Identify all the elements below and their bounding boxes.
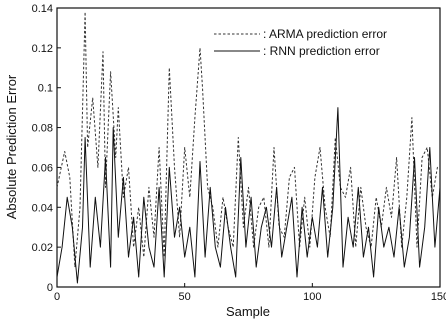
x-tick-label: 0: [54, 291, 60, 303]
x-tick-label: 100: [303, 291, 321, 303]
y-tick-label: 0.1: [38, 83, 53, 95]
x-tick-label: 50: [179, 291, 191, 303]
arma-error-line: [56, 11, 440, 268]
legend-label-arma: : ARMA prediction error: [263, 27, 387, 41]
legend: : ARMA prediction error : RNN prediction…: [214, 27, 387, 58]
y-tick-label: 0.06: [32, 162, 53, 174]
x-axis-title: Sample: [226, 304, 270, 319]
series-layer: [56, 11, 441, 284]
y-axis-title: Absolute Prediction Error: [4, 74, 19, 219]
rnn-error-line: [56, 107, 441, 284]
y-tick-label: 0.08: [32, 123, 53, 135]
y-tick-label: 0.14: [32, 3, 53, 15]
y-tick-label: 0.04: [32, 202, 53, 214]
tick-layer: 0 50 100 150 0 0.02 0.04 0.06 0.08 0.1 0.12 0.14: [32, 3, 446, 303]
y-tick-label: 0.12: [32, 43, 53, 55]
legend-label-rnn: : RNN prediction error: [263, 44, 380, 58]
x-tick-label: 150: [431, 291, 446, 303]
y-tick-label: 0.02: [32, 242, 53, 254]
y-tick-label: 0: [47, 282, 53, 294]
